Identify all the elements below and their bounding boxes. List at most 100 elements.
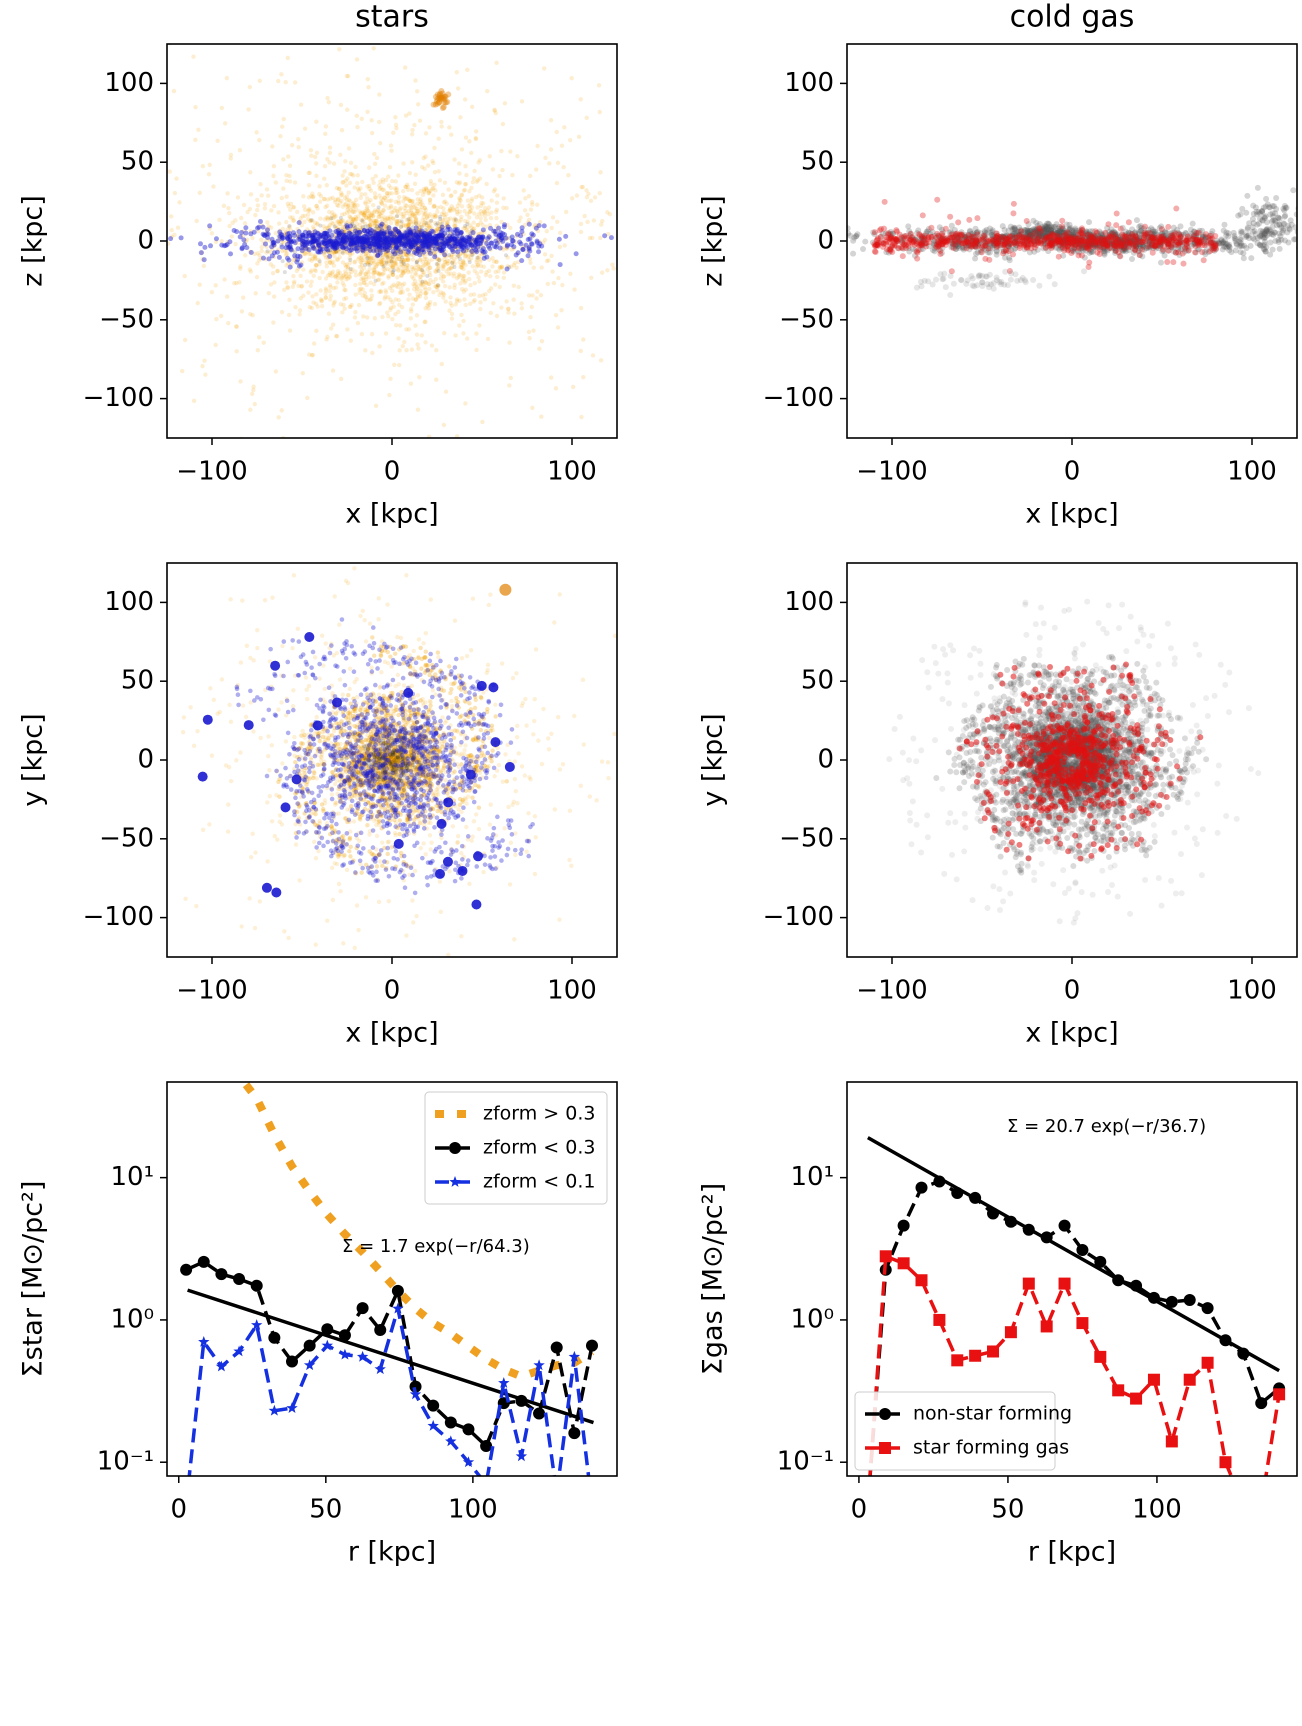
render-dot (484, 270, 489, 275)
render-dot (377, 92, 382, 97)
render-dot (425, 251, 431, 256)
render-dot (410, 234, 415, 240)
render-dot (347, 214, 352, 219)
render-dot (475, 255, 480, 260)
render-dot (475, 205, 480, 210)
render-dot (367, 297, 373, 302)
render-dot (288, 247, 294, 253)
y-tick-label: 50 (121, 147, 154, 177)
render-dot (443, 389, 449, 394)
render-dot (378, 220, 383, 225)
render-dot (55, 255, 59, 259)
render-dot (439, 119, 444, 125)
render-dot (461, 289, 466, 294)
render-dot (340, 180, 345, 185)
render-dot (447, 125, 452, 130)
render-dot (400, 255, 405, 260)
render-dot (346, 74, 351, 79)
render-dot (260, 255, 266, 261)
render-dot (1228, 249, 1235, 256)
render-dot (397, 290, 403, 295)
render-dot (239, 309, 245, 314)
render-dot (279, 236, 285, 242)
render-dot (396, 309, 401, 315)
render-dot (418, 277, 423, 283)
render-dot (336, 197, 341, 203)
render-dot (392, 186, 398, 191)
render-dot (323, 124, 329, 129)
render-dot (344, 197, 350, 203)
render-dot (419, 234, 424, 239)
render-dot (126, 279, 130, 283)
render-dot (352, 200, 357, 206)
render-dot (308, 283, 313, 288)
render-dot (638, 346, 642, 350)
render-dot (549, 253, 554, 259)
render-dot (422, 237, 427, 242)
render-dot (368, 215, 373, 220)
render-dot (359, 257, 365, 263)
render-dot (242, 221, 248, 226)
render-dot (499, 305, 504, 310)
render-dot (466, 203, 471, 209)
render-dot (348, 160, 354, 166)
render-dot (390, 272, 396, 278)
render-dot (509, 264, 514, 269)
render-dot (451, 242, 457, 247)
render-dot (330, 244, 335, 250)
render-dot (477, 176, 483, 181)
render-dot (366, 259, 371, 265)
render-dot (350, 251, 355, 256)
render-dot (294, 259, 300, 265)
render-dot (350, 209, 355, 215)
render-dot (459, 204, 465, 209)
render-dot (360, 219, 366, 225)
render-dot (412, 232, 417, 237)
render-dot (271, 173, 276, 179)
render-dot (328, 242, 333, 247)
render-dot (368, 230, 374, 236)
render-dot (455, 203, 461, 209)
render-dot (424, 215, 430, 220)
render-dot (467, 139, 472, 144)
render-dot (459, 147, 465, 152)
render-dot (393, 122, 399, 128)
render-dot (548, 117, 554, 123)
render-dot (448, 271, 453, 276)
render-dot (372, 208, 378, 213)
render-dot (458, 264, 463, 270)
render-dot (488, 235, 493, 240)
render-dot (357, 264, 363, 270)
render-dot (352, 260, 357, 265)
plot-area (847, 184, 1297, 298)
render-dot (427, 265, 433, 270)
render-dot (470, 243, 475, 249)
render-dot (441, 206, 446, 211)
render-dot (479, 229, 484, 235)
render-dot (315, 221, 320, 226)
render-dot (389, 270, 394, 276)
render-dot (776, 423, 780, 427)
render-dot (418, 188, 423, 194)
render-dot (390, 316, 395, 322)
render-dot (415, 191, 420, 196)
render-dot (403, 233, 408, 239)
render-dot (279, 408, 284, 413)
render-dot (397, 245, 402, 251)
render-dot (487, 257, 492, 262)
render-dot (415, 231, 420, 237)
render-dot (361, 228, 367, 234)
render-dot (525, 253, 531, 259)
render-dot (291, 218, 296, 223)
render-dot (336, 186, 342, 192)
render-dot (434, 241, 440, 247)
render-dot (539, 338, 545, 344)
render-dot (527, 256, 533, 262)
render-dot (199, 250, 205, 255)
render-dot (334, 333, 339, 339)
render-dot (178, 235, 184, 241)
render-dot (201, 257, 207, 263)
render-dot (422, 205, 428, 211)
render-dot (286, 240, 291, 245)
render-dot (398, 205, 403, 211)
